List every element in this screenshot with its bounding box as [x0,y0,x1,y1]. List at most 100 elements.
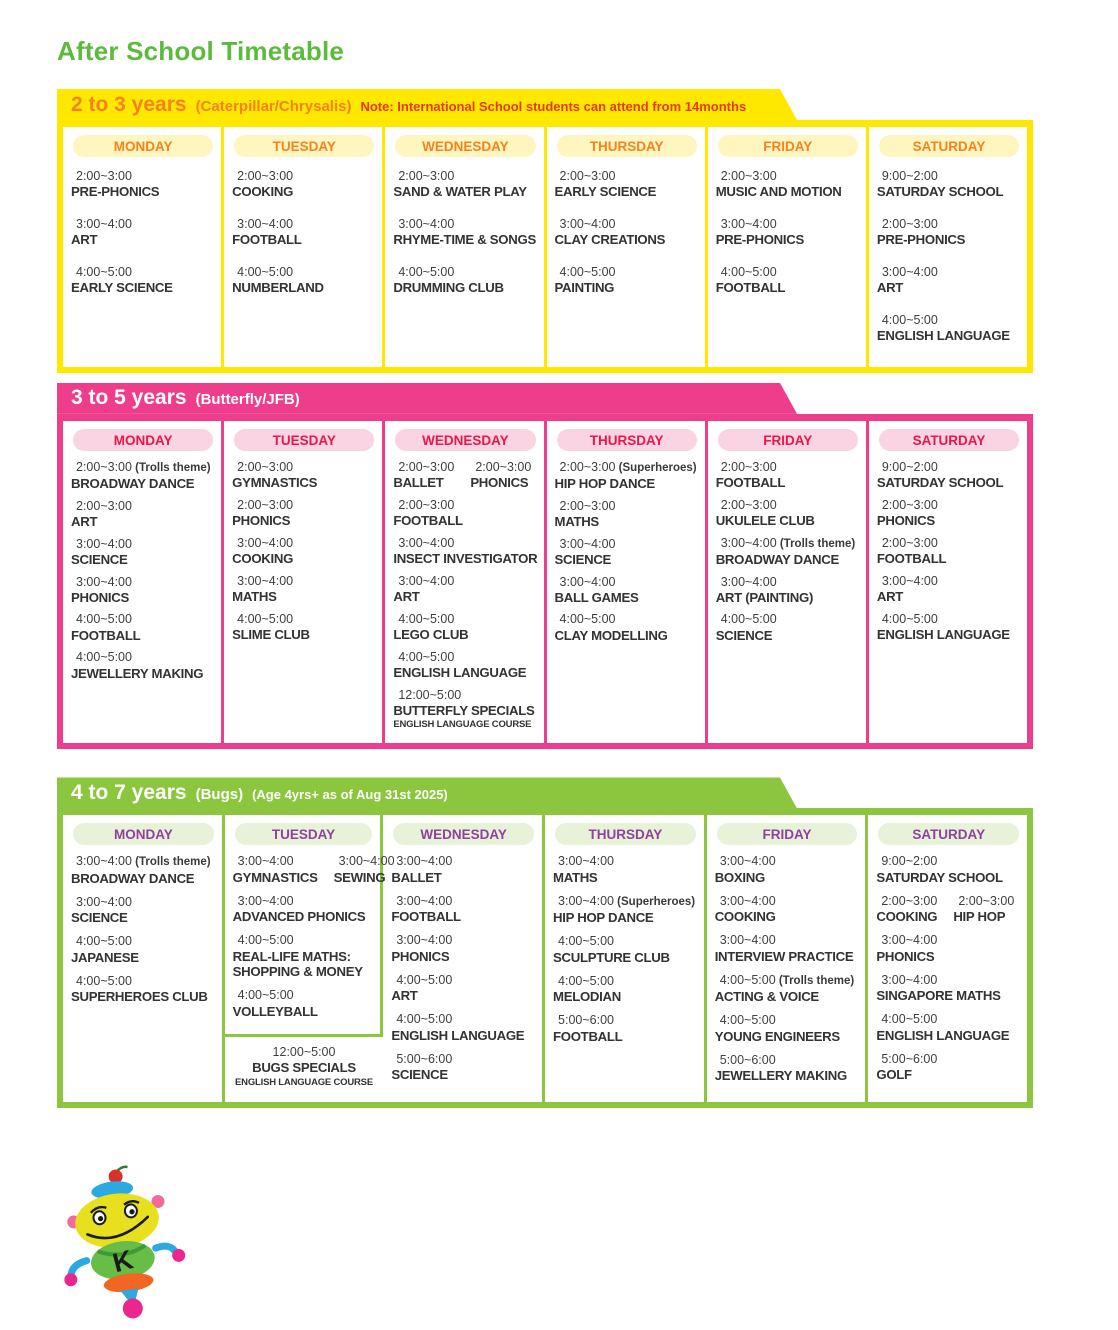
entry-pair: 3:00~4:00 GYMNASTICS 3:00~4:00 SEWING [232,854,395,885]
entry-name: CLAY CREATIONS [554,232,666,248]
section-grid: MONDAY 2:00~3:00 PRE-PHONICS 3:00~4:00 ART 4:… [57,120,1033,373]
day-header: MONDAY [73,135,214,157]
entry-name: PRE-PHONICS [715,232,805,248]
timetable-entry: 4:00~5:00 SUPERHEROES CLUB [71,974,216,1005]
timetable-entry: 3:00~4:00 FOOTBALL [391,894,536,925]
entry-name: BALL GAMES [554,589,639,605]
entry-name: SCULPTURE CLUB [553,949,670,965]
entry-name: INTERVIEW PRACTICE [714,948,854,964]
section-title: 3 to 5 years [71,386,187,410]
timetable-entry: 12:00~5:00 BUTTERFLY SPECIALS ENGLISH LANG… [393,688,537,731]
mascot-right-pupil [129,1209,135,1215]
entry-time: 2:00~3:00 [237,169,294,183]
entry-time: 3:00~4:00 [76,536,132,551]
entry-name: ENGLISH LANGUAGE [876,1027,1010,1043]
timetable-entry-specials: 12:00~5:00 BUGS SPECIALS ENGLISH LANGUAGE … [229,1045,380,1088]
entry-name: SATURDAY SCHOOL [876,475,1004,491]
timetable-entry: 3:00~4:00 ART [71,217,215,248]
timetable-entry: 2:00~3:00 (Superheroes) HIP HOP DANCE [555,460,699,492]
entry-name: ADVANCED PHONICS [232,909,366,925]
entry-name: SCIENCE [554,551,612,567]
entry-name: ART [71,513,98,529]
timetable-entry: 3:00~4:00 PHONICS [71,575,215,606]
entry-name: FOOTBALL [715,280,786,296]
section-subtitle: (Caterpillar/Chrysalis) [195,97,352,115]
entry-name: EARLY SCIENCE [554,184,657,200]
entry-note: (Trolls theme) [131,856,211,869]
timetable-section-2to3: 2 to 3 years (Caterpillar/Chrysalis) Note:… [57,89,1033,373]
timetable-entry: 9:00~2:00 SATURDAY SCHOOL [877,460,1021,491]
entry-name: SCIENCE [391,1067,448,1083]
entry-time: 2:00~3:00 [559,498,616,513]
day-column-tuesday: TUESDAY 2:00~3:00 COOKING 3:00~4:00 FOOTBALL… [224,127,386,367]
entry-time: 3:00~4:00 [720,574,777,589]
entry-name: GYMNASTICS [232,869,318,885]
entry-name: GYMNASTICS [232,475,318,491]
entry-name: PAINTING [554,280,615,296]
entry-name: BOXING [714,869,766,885]
entry-pair: 2:00~3:00 BALLET 2:00~3:00 PHONICS [393,460,537,491]
entry-time: 2:00~3:00 [559,169,616,183]
timetable-entry: 4:00~5:00 (Trolls theme) ACTING & VOICE [715,973,860,1005]
entry-time: 2:00~3:00 [475,459,532,474]
entry-time: 3:00~4:00 [398,535,455,550]
timetable-entry: 4:00~5:00 ART [391,973,536,1004]
entry-name: SATURDAY SCHOOL [876,869,1003,885]
section-banner: 3 to 5 years (Butterfly/JFB) [57,383,797,414]
timetable-entry: 2:00~3:00 (Trolls theme) BROADWAY DANCE [71,460,215,492]
day-column-monday: MONDAY 2:00~3:00 PRE-PHONICS 3:00~4:00 ART 4:… [63,127,225,367]
entry-name: MATHS [232,589,277,605]
day-column-saturday: SATURDAY 9:00~2:00 SATURDAY SCHOOL 2:00~3:0… [868,815,1027,1102]
day-column-main: WEDNESDAY 3:00~4:00 BALLET 3:00~4:00 FOOTBAL… [383,815,542,1102]
entry-name: YOUNG ENGINEERS [714,1028,841,1044]
entry-name: COOKING [232,551,294,567]
entry-time: 4:00~5:00 [398,649,455,664]
entry-time: 3:00~4:00 [398,216,455,231]
entry-time: 4:00~5:00 [558,934,614,949]
day-column-main: MONDAY 3:00~4:00 (Trolls theme) BROADWAY D… [63,815,222,1102]
timetable-entry: 3:00~4:00 MATHS [232,574,376,605]
timetable-entry: 3:00~4:00 COOKING [232,536,376,567]
day-entries: 3:00~4:00 GYMNASTICS 3:00~4:00 SEWING 3:00~4… [232,854,395,1019]
timetable-entry: 2:00~3:00 MATHS [555,499,699,530]
entry-name: PHONICS [232,513,291,529]
entry-time: 3:00~4:00 [396,854,453,869]
entry-name: DRUMMING CLUB [393,280,504,296]
entry-time: 4:00~5:00 [398,264,455,279]
day-column-main: SATURDAY 9:00~2:00 SATURDAY SCHOOL 2:00~3:0… [868,815,1027,1102]
section-grid: MONDAY 2:00~3:00 (Trolls theme) BROADWAY D… [57,413,1033,750]
day-column-thursday: THURSDAY 2:00~3:00 EARLY SCIENCE 3:00~4:00 C… [547,127,708,367]
timetable-entry: 4:00~5:00 LEGO CLUB [393,612,537,643]
entry-time: 5:00~6:00 [881,1051,938,1066]
entry-name: ART (PAINTING) [715,589,814,605]
entry-name: ART [876,589,904,605]
timetable-entry: 3:00~4:00 RHYME-TIME & SONGS [393,217,537,248]
entry-time: 2:00~3:00 [720,497,777,512]
day-column-wednesday: WEDNESDAY 2:00~3:00 BALLET 2:00~3:00 PHONICS… [385,420,547,744]
entry-time: 2:00~3:00 [398,169,455,183]
day-column-main: TUESDAY 2:00~3:00 GYMNASTICS 2:00~3:00 PHONI… [224,421,382,744]
day-column-main: MONDAY 2:00~3:00 (Trolls theme) BROADWAY D… [63,421,221,744]
entry-name: ART [391,988,418,1004]
timetable-entry: 3:00~4:00 SCIENCE [555,537,699,568]
mascot-left-pupil [98,1216,104,1222]
entry-name: FOOTBALL [393,513,463,529]
entry-time: 3:00~4:00 [559,536,616,551]
entry-time: 9:00~2:00 [881,459,938,474]
timetable-entry: 2:00~3:00 HIP HOP [953,894,1014,925]
timetable-entry: 3:00~4:00 (Trolls theme) BROADWAY DANCE [716,536,860,568]
entry-name: ART [876,280,904,296]
entry-subtitle: ENGLISH LANGUAGE COURSE [235,1076,373,1088]
day-entries: 2:00~3:00 MUSIC AND MOTION 3:00~4:00 PRE-PH… [716,169,860,296]
entry-time: 2:00~3:00 [958,893,1015,908]
timetable-entry: 3:00~4:00 ADVANCED PHONICS [233,894,375,925]
timetable-entry: 3:00~4:00 BOXING [715,854,860,885]
day-column-main: TUESDAY 3:00~4:00 GYMNASTICS 3:00~4:00 SEWIN… [224,815,395,1037]
entry-name: GOLF [876,1067,912,1083]
day-column-friday: FRIDAY 3:00~4:00 BOXING 3:00~4:00 COOKING 3:0… [707,815,869,1103]
day-entries: 3:00~4:00 MATHS 3:00~4:00 (Superheroes) HIP… [553,854,698,1044]
timetable-entry: 4:00~5:00 MELODIAN [553,974,698,1005]
entry-name: SINGAPORE MATHS [876,988,1001,1004]
day-column-wednesday: WEDNESDAY 3:00~4:00 BALLET 3:00~4:00 FOOTBAL… [383,815,546,1103]
entry-name: EARLY SCIENCE [71,280,173,296]
